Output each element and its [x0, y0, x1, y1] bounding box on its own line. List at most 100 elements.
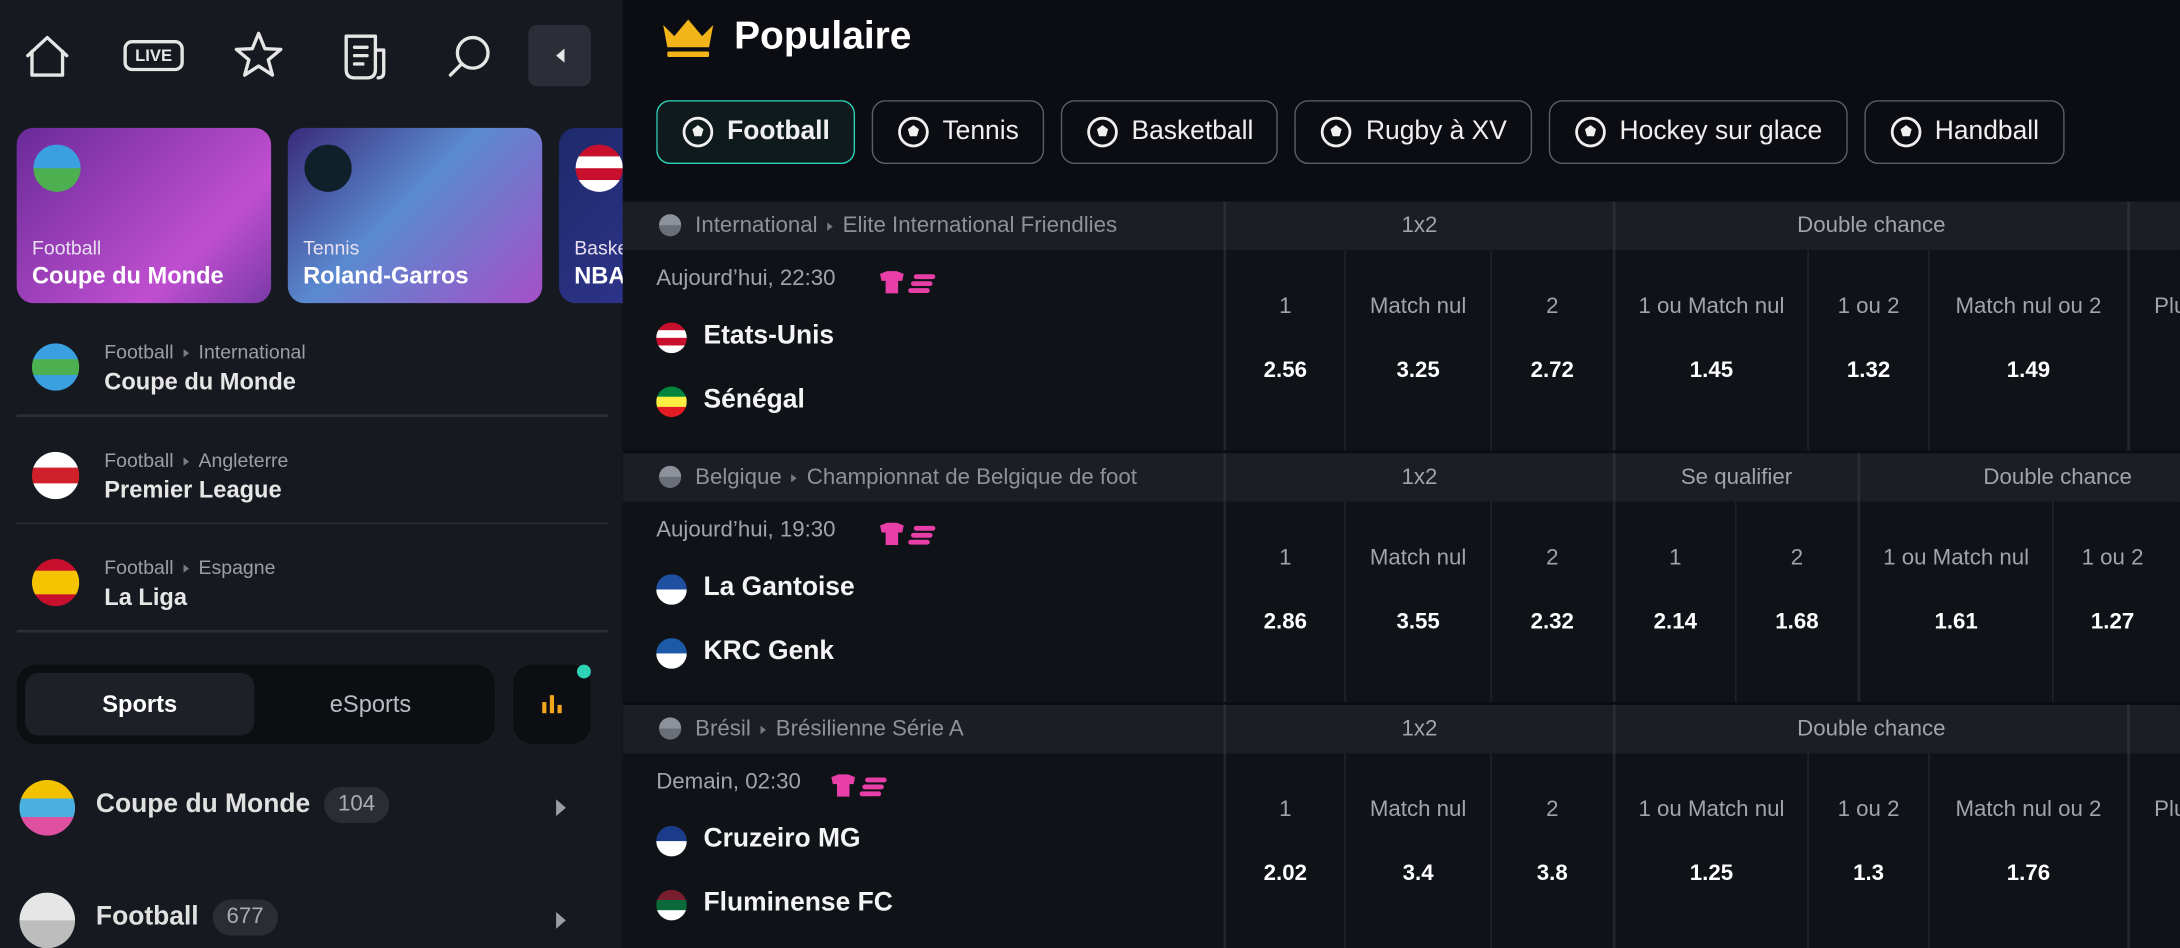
- bets-icon[interactable]: [344, 34, 386, 80]
- odd-cell[interactable]: Match nul 3.4: [1344, 753, 1490, 948]
- outcome-label: 1: [1279, 294, 1292, 319]
- sport-count: 677: [212, 899, 278, 936]
- sep: [760, 725, 767, 734]
- odd-cell[interactable]: 2 1.68: [1735, 501, 1857, 703]
- market-header: [2127, 201, 2180, 251]
- separator: [16, 522, 608, 525]
- league-name: Coupe du Monde: [104, 368, 296, 395]
- featured-card[interactable]: Basketball NBA: [558, 127, 623, 304]
- tab-label: Basketball: [1131, 116, 1254, 146]
- league-row[interactable]: Football International Coupe du Monde: [17, 317, 608, 414]
- sep: [183, 349, 189, 358]
- outcome-label: 1 ou 2: [2081, 546, 2144, 571]
- league-row[interactable]: Football Espagne La Liga: [17, 532, 608, 629]
- league-icon: [659, 717, 682, 740]
- market-header: Double chance: [1612, 201, 2127, 251]
- sport-icon: [19, 779, 76, 836]
- sport-tab[interactable]: Rugby à XV: [1295, 100, 1532, 165]
- sidebar: LIVE Football Coupe du Monde Tennis Roland-…: [0, 0, 623, 948]
- promo-icons: [829, 773, 899, 798]
- odd-value: 1.32: [1846, 358, 1891, 383]
- outcome-label: 1 ou Match nul: [1638, 294, 1785, 319]
- arrow: [556, 799, 566, 817]
- sport-row[interactable]: Football 677: [0, 881, 623, 948]
- sport-tab[interactable]: Basketball: [1060, 100, 1279, 165]
- odd-cell[interactable]: Match nul ou 2 1.76: [1928, 753, 2127, 948]
- outcome-label: Match nul ou 2: [1955, 798, 2102, 822]
- odd-cell[interactable]: Match nul ou 2 1.49: [1928, 250, 2127, 451]
- league-sport: Football: [104, 556, 174, 579]
- league-path: Brésil Brésilienne Série A: [695, 705, 1221, 754]
- sport-tab[interactable]: Football: [656, 100, 855, 165]
- favorites-icon[interactable]: [234, 31, 283, 77]
- match-block: Brésil Brésilienne Série A Demain, 02:30 Cr…: [622, 704, 2180, 948]
- market-header: 1x2: [1223, 453, 1612, 502]
- odd-cell[interactable]: 1 ou 2 1.27: [2052, 501, 2172, 703]
- league-country: Belgique: [695, 465, 782, 490]
- team-name: Etats-Unis: [703, 321, 835, 351]
- sport-toggle: Sports eSports: [16, 664, 495, 744]
- league-flag: [31, 558, 80, 607]
- sport-icon: [19, 892, 76, 948]
- live-label: LIVE: [135, 45, 173, 66]
- league-path: Football Angleterre: [104, 448, 288, 470]
- match-time: Demain, 02:30: [656, 770, 801, 794]
- league-path: International Elite International Friendl…: [695, 202, 1221, 251]
- tab-icon: [681, 115, 714, 148]
- odd-cell[interactable]: Match nul 3.25: [1344, 250, 1490, 451]
- sport-row[interactable]: Coupe du Monde 104: [0, 769, 623, 847]
- sport-tab[interactable]: Handball: [1863, 100, 2065, 165]
- odd-cell[interactable]: 2 2.72: [1490, 250, 1612, 451]
- odd-cell[interactable]: Match nul 3.55: [1344, 501, 1490, 703]
- toggle-option[interactable]: Sports: [25, 672, 255, 736]
- live-icon[interactable]: [123, 40, 184, 72]
- odd-cell[interactable]: 2 3.8: [1490, 753, 1612, 948]
- odd-value: 1.68: [1775, 610, 1819, 634]
- odd-value: 3.4: [1402, 861, 1434, 886]
- sport-label: Coupe du Monde 104: [96, 786, 390, 824]
- sep: [791, 473, 798, 483]
- toggle-option[interactable]: eSports: [329, 690, 412, 718]
- odd-value: 2.72: [1530, 358, 1574, 383]
- sep: [183, 564, 189, 574]
- outcome-label: 2: [1790, 546, 1804, 571]
- team-icon: [656, 386, 687, 418]
- sport-tab[interactable]: Tennis: [871, 100, 1044, 165]
- outcome-label: 2: [1546, 798, 1559, 822]
- market-header: [2127, 704, 2180, 754]
- market-header: 1x2: [1223, 201, 1612, 251]
- featured-card[interactable]: Football Coupe du Monde: [16, 127, 272, 304]
- outcome-label: Match nul: [1369, 294, 1467, 319]
- nav-icons: [26, 25, 591, 87]
- home-icon[interactable]: [26, 35, 69, 77]
- odd-cell[interactable]: 1 2.86: [1223, 501, 1344, 703]
- crown-icon: [663, 19, 714, 58]
- team-icon: [656, 825, 687, 857]
- odd-cell[interactable]: 1 2.14: [1612, 501, 1735, 703]
- league-row[interactable]: Football Angleterre Premier League: [17, 425, 608, 522]
- odd-cell: Plu: [2127, 250, 2180, 451]
- odd-cell[interactable]: 1 2.56: [1223, 250, 1344, 451]
- card-icon: [575, 144, 623, 192]
- sport-tab[interactable]: Hockey sur glace: [1548, 100, 1848, 165]
- odd-cell[interactable]: 1 ou Match nul 1.45: [1612, 250, 1808, 451]
- odd-cell[interactable]: 1 ou 2 1.32: [1807, 250, 1928, 451]
- odd-value: 3.55: [1396, 610, 1440, 634]
- odd-cell[interactable]: 1 ou 2 1.3: [1807, 753, 1928, 948]
- tab-icon: [1889, 115, 1922, 148]
- odd-cell[interactable]: 1 ou Match nul 1.25: [1612, 753, 1808, 948]
- tab-label: Rugby à XV: [1365, 116, 1507, 146]
- card-title: NBA: [574, 262, 623, 290]
- league-country: Angleterre: [198, 448, 289, 471]
- search-icon[interactable]: [455, 35, 490, 70]
- match-block: International Elite International Friendl…: [622, 201, 2180, 451]
- odd-cell[interactable]: 1 2.02: [1223, 753, 1344, 948]
- match-header-bg: [622, 201, 2180, 251]
- league-icon: [659, 465, 682, 488]
- odd-cell[interactable]: 1 ou Match nul 1.61: [1857, 501, 2052, 703]
- featured-card[interactable]: Tennis Roland-Garros: [287, 127, 543, 304]
- tab-label: Tennis: [942, 116, 1019, 146]
- odd-cell[interactable]: 2 2.32: [1490, 501, 1612, 703]
- stats-button[interactable]: [513, 664, 591, 744]
